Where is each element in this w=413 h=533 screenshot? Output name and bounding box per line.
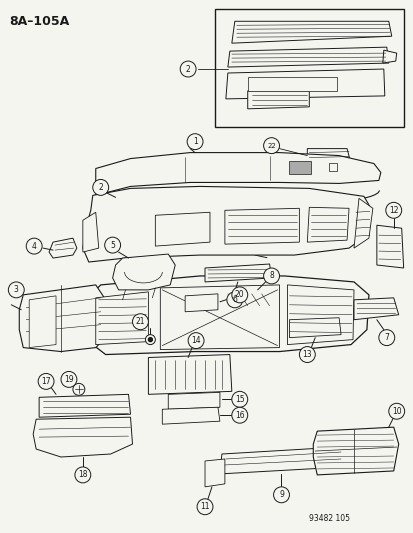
Polygon shape — [382, 50, 396, 63]
Polygon shape — [224, 208, 299, 244]
Polygon shape — [227, 47, 388, 67]
Circle shape — [73, 383, 85, 395]
Polygon shape — [33, 417, 132, 457]
Circle shape — [145, 335, 155, 345]
Polygon shape — [219, 290, 269, 310]
Circle shape — [299, 346, 315, 362]
Circle shape — [263, 268, 279, 284]
Polygon shape — [160, 285, 279, 350]
Polygon shape — [313, 427, 398, 475]
Polygon shape — [85, 276, 368, 354]
Polygon shape — [83, 187, 370, 262]
Polygon shape — [95, 152, 380, 196]
Text: 2: 2 — [98, 183, 103, 192]
Polygon shape — [353, 198, 372, 248]
Circle shape — [231, 391, 247, 407]
Text: 10: 10 — [391, 407, 401, 416]
Text: 7: 7 — [383, 333, 388, 342]
Text: 5: 5 — [110, 240, 115, 249]
Circle shape — [93, 180, 108, 196]
Polygon shape — [155, 212, 209, 246]
Text: 20: 20 — [235, 290, 244, 300]
Text: 3: 3 — [14, 285, 19, 294]
Text: 9: 9 — [278, 490, 283, 499]
Polygon shape — [204, 264, 271, 282]
Text: 1: 1 — [192, 137, 197, 146]
Circle shape — [226, 292, 242, 308]
Circle shape — [263, 138, 279, 154]
Text: 4: 4 — [32, 241, 36, 251]
Circle shape — [378, 330, 394, 345]
Polygon shape — [83, 212, 98, 252]
Text: 8: 8 — [268, 271, 273, 280]
Text: 2: 2 — [185, 64, 190, 74]
Text: 11: 11 — [200, 502, 209, 511]
Circle shape — [388, 403, 404, 419]
Polygon shape — [19, 285, 108, 352]
Text: 13: 13 — [302, 350, 311, 359]
Polygon shape — [287, 285, 353, 345]
Polygon shape — [148, 354, 231, 394]
Polygon shape — [112, 254, 175, 290]
Circle shape — [180, 61, 196, 77]
Text: 18: 18 — [78, 471, 88, 479]
Polygon shape — [247, 91, 309, 109]
Polygon shape — [231, 21, 391, 43]
Circle shape — [8, 282, 24, 298]
Polygon shape — [306, 149, 350, 166]
Circle shape — [385, 203, 401, 218]
Bar — [328, 163, 336, 171]
Text: 17: 17 — [41, 377, 51, 386]
Text: 14: 14 — [191, 336, 200, 345]
Circle shape — [187, 134, 202, 150]
Circle shape — [231, 407, 247, 423]
Polygon shape — [219, 447, 343, 474]
Bar — [247, 77, 336, 91]
Text: 15: 15 — [235, 395, 244, 404]
Bar — [214, 10, 403, 127]
Text: 22: 22 — [266, 143, 275, 149]
Polygon shape — [29, 296, 56, 348]
Polygon shape — [39, 394, 130, 417]
Text: 6: 6 — [232, 295, 237, 304]
Circle shape — [104, 237, 120, 253]
Polygon shape — [289, 318, 340, 337]
Text: 16: 16 — [235, 411, 244, 419]
Text: 21: 21 — [135, 317, 145, 326]
Polygon shape — [225, 69, 384, 99]
Text: 93482 105: 93482 105 — [309, 514, 349, 523]
Polygon shape — [185, 294, 217, 312]
Circle shape — [231, 287, 247, 303]
Polygon shape — [95, 292, 148, 345]
Polygon shape — [162, 407, 219, 424]
Circle shape — [132, 314, 148, 330]
Circle shape — [197, 499, 212, 515]
Polygon shape — [306, 207, 348, 242]
Circle shape — [26, 238, 42, 254]
Text: 12: 12 — [388, 206, 398, 215]
Polygon shape — [376, 225, 403, 268]
Bar — [289, 160, 311, 174]
Polygon shape — [168, 392, 219, 409]
Text: 8A–105A: 8A–105A — [9, 15, 69, 28]
Circle shape — [38, 374, 54, 389]
Text: 19: 19 — [64, 375, 74, 384]
Circle shape — [273, 487, 289, 503]
Polygon shape — [353, 298, 398, 320]
Polygon shape — [204, 459, 224, 487]
Circle shape — [188, 333, 204, 349]
Circle shape — [61, 372, 77, 387]
Polygon shape — [49, 238, 77, 258]
Circle shape — [148, 337, 152, 342]
Circle shape — [75, 467, 90, 483]
